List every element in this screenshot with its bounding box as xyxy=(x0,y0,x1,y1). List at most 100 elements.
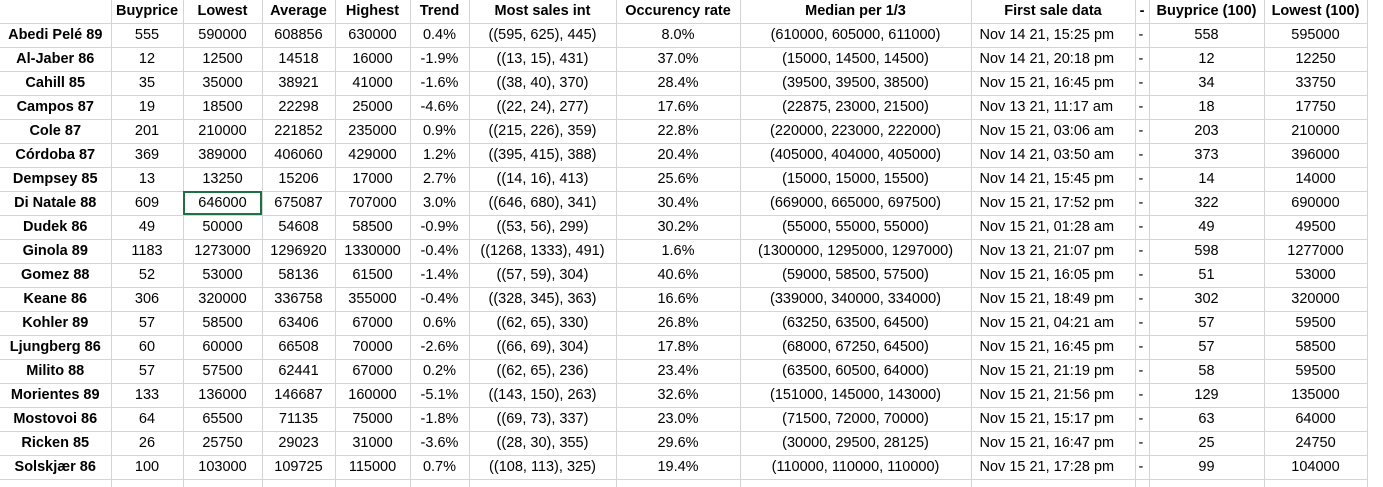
buyprice-100-cell[interactable]: 14 xyxy=(1149,167,1265,192)
lowest-100-cell[interactable]: 49500 xyxy=(1264,215,1368,240)
player-name-cell[interactable]: Cole 87 xyxy=(0,119,112,144)
dash-cell[interactable]: - xyxy=(1135,335,1150,360)
lowest-cell[interactable]: 35000 xyxy=(183,71,263,96)
buyprice-cell[interactable]: 12 xyxy=(111,47,184,72)
buyprice-cell[interactable]: 609 xyxy=(111,191,184,216)
lowest-100-cell[interactable]: 14000 xyxy=(1264,167,1368,192)
dash-cell[interactable]: - xyxy=(1135,71,1150,96)
buyprice-100-cell[interactable]: 25 xyxy=(1149,431,1265,456)
buyprice-100-cell[interactable]: 129 xyxy=(1149,383,1265,408)
highest-cell[interactable]: 429000 xyxy=(335,143,411,168)
average-cell[interactable]: 109725 xyxy=(262,455,336,480)
first-sale-date-cell[interactable]: Nov 15 21, 03:06 am xyxy=(971,119,1136,144)
selected-cell[interactable]: 646000 xyxy=(183,191,263,216)
median-cell[interactable]: (339000, 340000, 334000) xyxy=(740,287,972,312)
dash-cell[interactable]: - xyxy=(1135,311,1150,336)
occurency-rate-cell[interactable]: 17.8% xyxy=(616,335,741,360)
player-name-cell[interactable]: Al-Jaber 86 xyxy=(0,47,112,72)
dash-cell[interactable]: - xyxy=(1135,119,1150,144)
occurency-rate-cell[interactable]: 23.0% xyxy=(616,407,741,432)
header-cell-lowest[interactable]: Lowest xyxy=(183,0,263,24)
header-cell-occurency-rate[interactable]: Occurency rate xyxy=(616,0,741,24)
buyprice-100-cell[interactable]: 58 xyxy=(1149,359,1265,384)
median-cell[interactable]: (669000, 665000, 697500) xyxy=(740,191,972,216)
header-cell-dash[interactable]: - xyxy=(1135,0,1150,24)
lowest-100-cell[interactable]: 53000 xyxy=(1264,263,1368,288)
buyprice-cell[interactable]: 60 xyxy=(111,335,184,360)
empty-cell[interactable] xyxy=(183,479,263,487)
lowest-100-cell[interactable]: 104000 xyxy=(1264,455,1368,480)
player-name-cell[interactable]: Di Natale 88 xyxy=(0,191,112,216)
trend-cell[interactable]: -1.6% xyxy=(410,71,470,96)
highest-cell[interactable]: 115000 xyxy=(335,455,411,480)
dash-cell[interactable]: - xyxy=(1135,191,1150,216)
buyprice-cell[interactable]: 306 xyxy=(111,287,184,312)
median-cell[interactable]: (15000, 14500, 14500) xyxy=(740,47,972,72)
lowest-cell[interactable]: 136000 xyxy=(183,383,263,408)
occurency-rate-cell[interactable]: 30.2% xyxy=(616,215,741,240)
lowest-cell[interactable]: 13250 xyxy=(183,167,263,192)
dash-cell[interactable]: - xyxy=(1135,167,1150,192)
most-sales-int-cell[interactable]: ((69, 73), 337) xyxy=(469,407,617,432)
buyprice-cell[interactable]: 369 xyxy=(111,143,184,168)
trend-cell[interactable]: -0.4% xyxy=(410,287,470,312)
empty-cell[interactable] xyxy=(262,479,336,487)
occurency-rate-cell[interactable]: 40.6% xyxy=(616,263,741,288)
buyprice-100-cell[interactable]: 322 xyxy=(1149,191,1265,216)
buyprice-cell[interactable]: 1183 xyxy=(111,239,184,264)
dash-cell[interactable]: - xyxy=(1135,95,1150,120)
lowest-100-cell[interactable]: 64000 xyxy=(1264,407,1368,432)
highest-cell[interactable]: 235000 xyxy=(335,119,411,144)
occurency-rate-cell[interactable]: 28.4% xyxy=(616,71,741,96)
dash-cell[interactable]: - xyxy=(1135,359,1150,384)
occurency-rate-cell[interactable]: 25.6% xyxy=(616,167,741,192)
trend-cell[interactable]: 1.2% xyxy=(410,143,470,168)
average-cell[interactable]: 336758 xyxy=(262,287,336,312)
player-name-cell[interactable]: Córdoba 87 xyxy=(0,143,112,168)
lowest-100-cell[interactable]: 595000 xyxy=(1264,23,1368,48)
empty-cell[interactable] xyxy=(971,479,1136,487)
buyprice-100-cell[interactable]: 49 xyxy=(1149,215,1265,240)
player-name-cell[interactable]: Cahill 85 xyxy=(0,71,112,96)
empty-cell[interactable] xyxy=(1149,479,1265,487)
player-name-cell[interactable]: Solskjær 86 xyxy=(0,455,112,480)
most-sales-int-cell[interactable]: ((646, 680), 341) xyxy=(469,191,617,216)
buyprice-cell[interactable]: 100 xyxy=(111,455,184,480)
buyprice-cell[interactable]: 26 xyxy=(111,431,184,456)
highest-cell[interactable]: 61500 xyxy=(335,263,411,288)
first-sale-date-cell[interactable]: Nov 13 21, 21:07 pm xyxy=(971,239,1136,264)
most-sales-int-cell[interactable]: ((57, 59), 304) xyxy=(469,263,617,288)
buyprice-cell[interactable]: 49 xyxy=(111,215,184,240)
empty-cell[interactable] xyxy=(1135,479,1150,487)
highest-cell[interactable]: 41000 xyxy=(335,71,411,96)
average-cell[interactable]: 38921 xyxy=(262,71,336,96)
trend-cell[interactable]: 2.7% xyxy=(410,167,470,192)
median-cell[interactable]: (59000, 58500, 57500) xyxy=(740,263,972,288)
most-sales-int-cell[interactable]: ((13, 15), 431) xyxy=(469,47,617,72)
occurency-rate-cell[interactable]: 20.4% xyxy=(616,143,741,168)
highest-cell[interactable]: 67000 xyxy=(335,359,411,384)
lowest-100-cell[interactable]: 135000 xyxy=(1264,383,1368,408)
lowest-100-cell[interactable]: 58500 xyxy=(1264,335,1368,360)
buyprice-100-cell[interactable]: 99 xyxy=(1149,455,1265,480)
lowest-cell[interactable]: 25750 xyxy=(183,431,263,456)
header-cell-median-per-third[interactable]: Median per 1/3 xyxy=(740,0,972,24)
median-cell[interactable]: (1300000, 1295000, 1297000) xyxy=(740,239,972,264)
highest-cell[interactable]: 160000 xyxy=(335,383,411,408)
highest-cell[interactable]: 25000 xyxy=(335,95,411,120)
first-sale-date-cell[interactable]: Nov 15 21, 21:56 pm xyxy=(971,383,1136,408)
average-cell[interactable]: 62441 xyxy=(262,359,336,384)
average-cell[interactable]: 14518 xyxy=(262,47,336,72)
highest-cell[interactable]: 355000 xyxy=(335,287,411,312)
lowest-100-cell[interactable]: 59500 xyxy=(1264,311,1368,336)
first-sale-date-cell[interactable]: Nov 15 21, 16:45 pm xyxy=(971,335,1136,360)
most-sales-int-cell[interactable]: ((14, 16), 413) xyxy=(469,167,617,192)
average-cell[interactable]: 221852 xyxy=(262,119,336,144)
buyprice-100-cell[interactable]: 57 xyxy=(1149,335,1265,360)
buyprice-cell[interactable]: 52 xyxy=(111,263,184,288)
average-cell[interactable]: 146687 xyxy=(262,383,336,408)
player-name-cell[interactable]: Gomez 88 xyxy=(0,263,112,288)
lowest-cell[interactable]: 103000 xyxy=(183,455,263,480)
occurency-rate-cell[interactable]: 32.6% xyxy=(616,383,741,408)
median-cell[interactable]: (15000, 15000, 15500) xyxy=(740,167,972,192)
